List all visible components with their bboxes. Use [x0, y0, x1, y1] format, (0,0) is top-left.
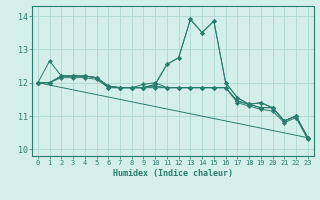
X-axis label: Humidex (Indice chaleur): Humidex (Indice chaleur): [113, 169, 233, 178]
